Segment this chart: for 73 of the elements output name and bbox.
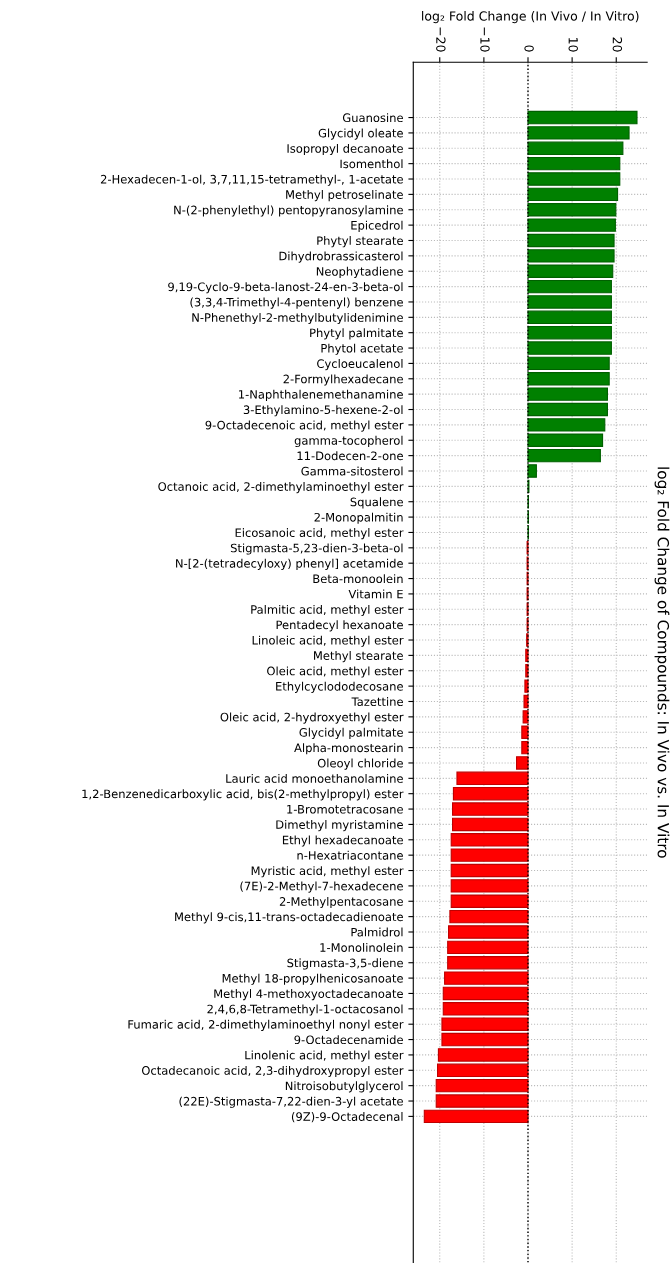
y-tick-label: 9,19-Cyclo-9-beta-lanost-24-en-3-beta-ol <box>168 282 403 294</box>
y-tick-label: 2-Hexadecen-1-ol, 3,7,11,15-tetramethyl-, 1-acetate <box>100 174 403 186</box>
y-tick-label: (3,3,4-Trimethyl-4-pentenyl) benzene <box>190 297 403 309</box>
y-tick-label: 11-Dodecen-2-one <box>297 451 403 461</box>
y-tick-label: N-Phenethyl-2-methylbutylidenimine <box>192 312 403 325</box>
y-tick-label: Glycidyl palmitate <box>299 727 403 739</box>
y-tick-label: Phytyl palmitate <box>310 328 403 340</box>
y-tick-label: Dihydrobrassicasterol <box>279 251 403 263</box>
y-tick-label: Cycloeucalenol <box>317 359 403 371</box>
y-tick-label: Phytyl stearate <box>317 236 403 248</box>
y-tick-label: Guanosine <box>342 113 403 123</box>
y-tick-label: Ethyl hexadecanoate <box>282 835 403 847</box>
y-tick-label: Tazettine <box>351 697 403 707</box>
x-axis-title: log₂ Fold Change (In Vivo / In Vitro) <box>422 11 639 24</box>
y-tick-label: n-Hexatriacontane <box>297 850 403 860</box>
y-tick-label: Methyl stearate <box>314 651 403 663</box>
y-tick-label: Methyl 4-methoxyoctadecanoate <box>214 989 403 1001</box>
y-tick-label: 2-Methylpentacosane <box>279 896 403 909</box>
x-tick-label: −10 <box>480 27 490 52</box>
y-tick-label: Linolenic acid, methyl ester <box>245 1050 404 1062</box>
y-tick-label: Oleic acid, 2-hydroxyethyl ester <box>220 712 404 724</box>
y-tick-label: Palmidrol <box>351 927 403 937</box>
y-tick-label: (22E)-Stigmasta-7,22-dien-3-yl acetate <box>179 1096 403 1108</box>
y-tick-label: Squalene <box>350 497 403 509</box>
y-tick-label: Nitroisobutylglycerol <box>285 1081 403 1093</box>
y-tick-label: Neophytadiene <box>316 266 403 278</box>
y-tick-label: Vitamin E <box>348 589 403 599</box>
y-tick-label: Epicedrol <box>351 220 403 232</box>
y-tick-label: 1-Naphthalenemethanamine <box>239 389 403 401</box>
y-tick-label: Oleoyl chloride <box>317 758 403 770</box>
y-axis-title: log₂ Fold Change of Compounds: In Vivo vs. In Vitro <box>654 467 670 858</box>
y-tick-label: Phytol acetate <box>321 343 403 355</box>
y-tick-label: 1-Monolinolein <box>320 942 403 952</box>
x-tick-label: 10 <box>568 37 578 52</box>
x-tick-label: −20 <box>436 27 446 52</box>
y-tick-label: 9-Octadecenamide <box>294 1035 403 1045</box>
y-tick-label: Ethylcyclododecosane <box>276 681 403 693</box>
y-tick-label: Methyl 9-cis,11-trans-octadecadienoate <box>175 912 403 924</box>
y-tick-label: 1,2-Benzenedicarboxylic acid, bis(2-methylpropyl) ester <box>82 789 404 801</box>
y-tick-label: (9Z)-9-Octadecenal <box>291 1112 403 1123</box>
y-tick-label: Fumaric acid, 2-dimethylaminoethyl nonyl ester <box>128 1019 404 1031</box>
y-tick-label: Glycidyl oleate <box>318 128 403 140</box>
y-tick-label: Myristic acid, methyl ester <box>251 866 404 878</box>
y-tick-label: Linoleic acid, methyl ester <box>252 635 404 647</box>
y-tick-label: Stigmasta-3,5-diene <box>287 958 403 970</box>
y-tick-label: Oleic acid, methyl ester <box>267 666 404 678</box>
x-tick-label: 20 <box>612 37 623 52</box>
y-tick-label: Octanoic acid, 2-dimethylaminoethyl ester <box>158 481 404 494</box>
y-tick-label: Lauric acid monoethanolamine <box>226 773 403 783</box>
y-tick-label: Methyl petroselinate <box>286 190 403 202</box>
y-tick-label: Gamma-sitosterol <box>301 466 403 476</box>
y-tick-label: Palmitic acid, methyl ester <box>251 604 404 617</box>
y-tick-label: 2,4,6,8-Tetramethyl-1-octacosanol <box>207 1004 403 1016</box>
y-tick-label: 2-Formylhexadecane <box>283 374 403 386</box>
y-tick-label: N-(2-phenylethyl) pentopyranosylamine <box>174 205 403 217</box>
y-tick-label: Eicosanoic acid, methyl ester <box>235 528 404 540</box>
y-tick-label: 3-Ethylamino-5-hexene-2-ol <box>243 405 403 417</box>
y-tick-label: Isomenthol <box>340 159 403 169</box>
y-tick-label: N-[2-(tetradecyloxy) phenyl] acetamide <box>176 558 403 570</box>
y-tick-label: 9-Octadecenoic acid, methyl ester <box>205 420 404 432</box>
y-tick-label: Pentadecyl hexanoate <box>276 620 403 632</box>
x-tick-label: 0 <box>524 45 534 52</box>
y-tick-label: Stigmasta-5,23-dien-3-beta-ol <box>230 543 403 555</box>
y-tick-label: Isopropyl decanoate <box>287 143 403 156</box>
y-tick-label: 1-Bromotetracosane <box>287 805 403 814</box>
y-tick-label: Methyl 18-propylhenicosanoate <box>222 973 403 985</box>
y-tick-label: 2-Monopalmitin <box>314 512 403 524</box>
y-tick-label: (7E)-2-Methyl-7-hexadecene <box>240 881 403 893</box>
y-tick-label: Dimethyl myristamine <box>276 820 403 832</box>
y-tick-label: Alpha-monostearin <box>294 743 403 755</box>
y-tick-label: Beta-monoolein <box>313 574 403 584</box>
y-tick-label: gamma-tocopherol <box>294 435 403 448</box>
y-tick-label: Octadecanoic acid, 2,3-dihydroxypropyl ester <box>141 1065 404 1078</box>
